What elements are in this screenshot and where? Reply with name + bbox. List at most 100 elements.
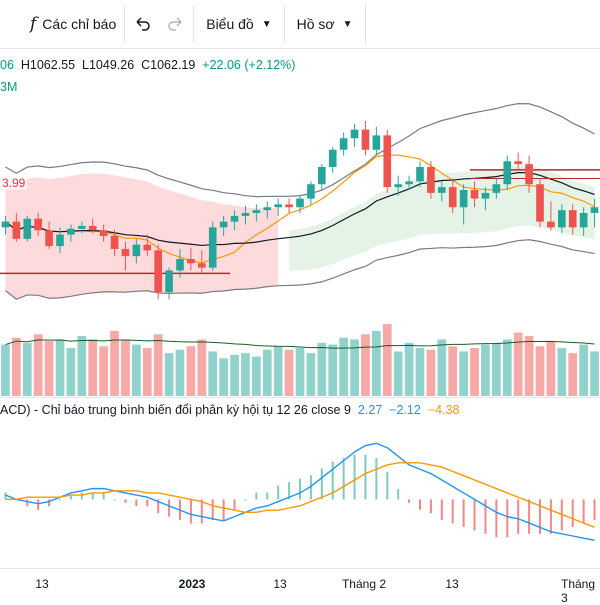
x-tick-label: Tháng 3	[560, 577, 596, 605]
redo-button[interactable]	[159, 6, 193, 42]
candle-body	[263, 207, 272, 211]
macd-histogram-bar	[386, 471, 389, 500]
candle-body	[67, 228, 75, 235]
candle-body	[88, 225, 97, 231]
macd-histogram-bar	[59, 499, 61, 501]
volume-bar	[66, 348, 76, 396]
candle-body	[318, 167, 326, 185]
candle-body	[154, 250, 162, 293]
change-value: +22.06 (+2.12%)	[202, 58, 296, 72]
volume-bar	[175, 349, 185, 396]
macd-histogram-bar	[419, 499, 421, 510]
macd-histogram-bar	[429, 499, 432, 514]
candle-body	[405, 181, 413, 185]
volume-bar	[132, 344, 141, 396]
volume-bar	[535, 346, 545, 396]
signal-value: −2.12	[389, 403, 421, 417]
candle-body	[536, 184, 544, 222]
open-value: 06	[0, 58, 14, 72]
candle-body	[208, 227, 217, 268]
candle-body	[339, 138, 348, 150]
volume-bar	[513, 332, 523, 396]
candle-body	[350, 129, 359, 139]
candle-body	[12, 221, 21, 239]
macd-histogram-bar	[135, 499, 138, 507]
macd-histogram-bar	[113, 499, 116, 501]
macd-histogram-bar	[440, 499, 443, 521]
candle-body	[470, 190, 479, 199]
candle-body	[568, 210, 577, 228]
macd-histogram-bar	[582, 499, 585, 524]
volume-bar	[372, 330, 381, 396]
candle-body	[547, 221, 555, 228]
x-tick-label: 13	[445, 577, 459, 591]
candle-body	[307, 184, 315, 199]
time-axis[interactable]: 13 2023 13 Tháng 2 13 Tháng 3	[0, 568, 600, 605]
candle-body	[394, 184, 402, 188]
volume-bar	[361, 334, 370, 396]
volume-bar	[230, 354, 239, 396]
macd-histogram-bar	[331, 461, 334, 500]
bollinger-lower	[5, 239, 595, 300]
macd-histogram-bar	[266, 492, 269, 500]
volume-bar	[241, 353, 250, 396]
macd-histogram-bar	[299, 478, 301, 500]
candle-body	[525, 164, 533, 185]
candle-body	[165, 270, 173, 293]
volume-bar	[88, 339, 98, 396]
volume-bar	[219, 358, 228, 396]
candle-body	[361, 129, 370, 150]
x-tick-label: 2023	[178, 577, 206, 591]
candle-body	[1, 221, 10, 228]
profile-menu-button[interactable]: Hồ sơ ▼	[285, 6, 365, 42]
candle-body	[252, 210, 261, 213]
chevron-down-icon: ▼	[342, 18, 353, 30]
macd-histogram-bar	[255, 492, 258, 500]
candle-body	[328, 149, 337, 167]
macd-title: ACD) - Chỉ báo trung bình biến đổi phân …	[0, 403, 351, 417]
volume-bar	[110, 330, 119, 396]
macd-histogram-bar	[157, 499, 160, 514]
price-chart[interactable]	[0, 88, 600, 406]
volume-bar	[197, 339, 207, 396]
macd-histogram-bar	[4, 492, 7, 500]
chart-menu-label: Biểu đồ	[206, 16, 254, 32]
candle-body	[219, 221, 228, 228]
volume-bar	[153, 334, 163, 396]
macd-histogram-bar	[277, 485, 280, 500]
macd-histogram-bar	[484, 499, 487, 534]
candle-body	[416, 167, 424, 182]
macd-histogram-bar	[80, 492, 83, 500]
macd-histogram-bar	[91, 492, 94, 500]
macd-histogram-bar	[495, 499, 498, 538]
candle-body	[45, 230, 53, 247]
high-value: H1062.55	[20, 58, 76, 72]
volume-bar	[459, 351, 468, 396]
volume-bar	[404, 342, 414, 396]
candle-body	[492, 184, 501, 193]
macd-histogram-bar	[571, 499, 574, 527]
volume-bar	[339, 337, 348, 396]
macd-histogram-bar	[189, 499, 192, 524]
indicators-button[interactable]: f Các chỉ báo	[22, 6, 124, 42]
candle-body	[132, 244, 141, 257]
volume-bar	[142, 348, 152, 396]
candle-body	[78, 225, 86, 229]
undo-button[interactable]	[125, 6, 159, 42]
top-toolbar: f Các chỉ báo Biểu đồ ▼ Hồ sơ ▼	[0, 0, 600, 49]
macd-histogram-bar	[26, 499, 29, 507]
pane-divider[interactable]	[0, 397, 600, 398]
candle-body	[459, 190, 468, 208]
volume-bar	[579, 344, 588, 396]
macd-histogram-bar	[528, 499, 531, 534]
candle-body	[514, 161, 522, 165]
volume-bar	[252, 356, 261, 396]
volume-bar	[186, 346, 196, 396]
volume-bar	[492, 342, 501, 396]
volume-bar	[328, 344, 338, 396]
volume-bar	[481, 344, 490, 396]
candle-body	[590, 207, 599, 213]
macd-chart[interactable]	[0, 420, 600, 568]
candle-body	[241, 213, 250, 216]
chart-menu-button[interactable]: Biểu đồ ▼	[194, 6, 283, 42]
